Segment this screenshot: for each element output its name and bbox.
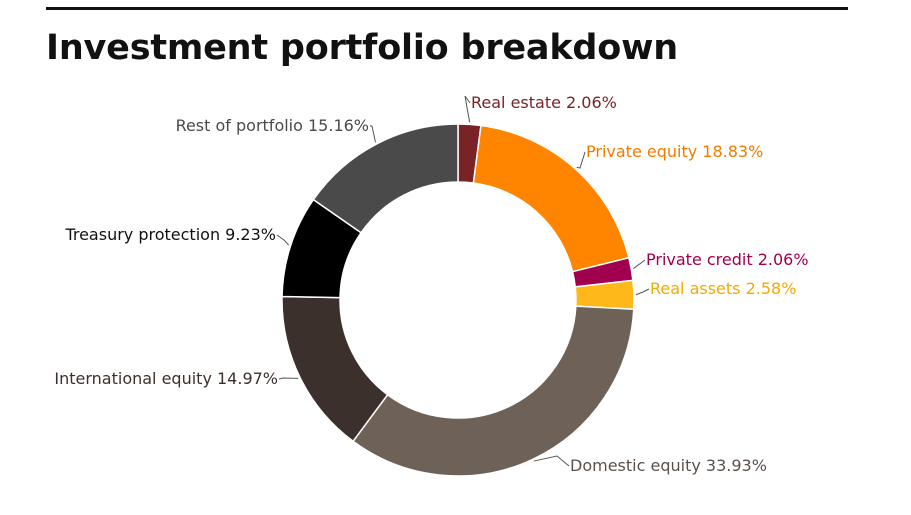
leader-line-treasury-protection [276, 234, 290, 246]
chart-title: Investment portfolio breakdown [46, 28, 678, 68]
top-rule [46, 7, 848, 10]
label-rest-of-portfolio: Rest of portfolio 15.16% [176, 116, 369, 135]
leader-line-domestic-equity [533, 455, 570, 467]
label-international-equity: International equity 14.97% [54, 369, 278, 388]
leader-line-real-estate [464, 95, 471, 123]
slice-rest-of-portfolio [312, 123, 459, 234]
label-treasury-protection: Treasury protection 9.23% [64, 225, 276, 244]
label-real-assets: Real assets 2.58% [650, 279, 796, 298]
label-private-equity: Private equity 18.83% [586, 142, 763, 161]
label-private-credit: Private credit 2.06% [646, 250, 809, 269]
leader-line-private-credit [632, 259, 646, 270]
leader-line-private-equity [576, 151, 586, 169]
slice-domestic-equity [351, 305, 635, 477]
leader-line-real-assets [635, 288, 650, 296]
label-real-estate: Real estate 2.06% [471, 93, 617, 112]
leader-line-rest-of-portfolio [370, 125, 376, 143]
label-domestic-equity: Domestic equity 33.93% [570, 456, 767, 475]
leader-line-international-equity [278, 377, 299, 380]
